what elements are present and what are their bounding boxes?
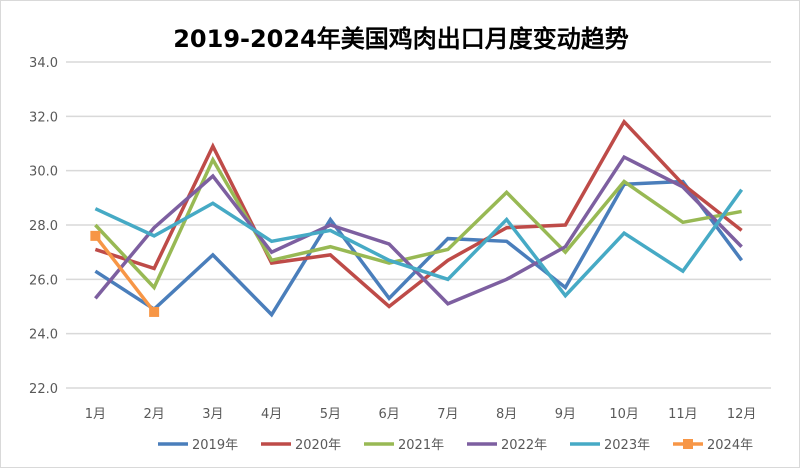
series-line-2021年 <box>94 156 742 291</box>
legend-label: 2019年 <box>192 438 238 453</box>
y-tick-label: 22.0 <box>29 382 58 397</box>
legend-label: 2021年 <box>398 438 444 453</box>
chart-title: 2019-2024年美国鸡肉出口月度变动趋势 <box>173 25 629 53</box>
x-tick-label: 6月 <box>378 407 399 422</box>
legend-label: 2020年 <box>295 438 341 453</box>
x-tick-label: 9月 <box>555 407 576 422</box>
data-point-marker <box>149 306 160 317</box>
series-line-2024年 <box>93 234 156 314</box>
legend-marker <box>683 439 693 449</box>
y-tick-label: 28.0 <box>29 219 58 234</box>
data-point-marker <box>90 230 101 241</box>
series-line-2020年 <box>94 118 743 309</box>
x-tick-label: 11月 <box>668 407 698 422</box>
y-tick-label: 24.0 <box>29 328 58 343</box>
x-tick-label: 8月 <box>496 407 517 422</box>
x-tick-label: 10月 <box>609 407 639 422</box>
legend-label: 2023年 <box>604 438 650 453</box>
x-tick-label: 7月 <box>437 407 458 422</box>
x-tick-label: 4月 <box>261 407 282 422</box>
x-tick-label: 1月 <box>85 407 106 422</box>
y-tick-label: 32.0 <box>29 110 58 125</box>
y-tick-label: 26.0 <box>29 273 58 288</box>
legend-label: 2022年 <box>501 438 547 453</box>
series-line-2022年 <box>94 154 743 306</box>
y-tick-label: 34.0 <box>29 56 58 71</box>
x-tick-label: 12月 <box>727 407 757 422</box>
legend-label: 2024年 <box>707 438 753 453</box>
series-line-2023年 <box>94 188 744 299</box>
x-tick-label: 5月 <box>320 407 341 422</box>
x-tick-label: 2月 <box>143 407 164 422</box>
y-tick-label: 30.0 <box>29 165 58 180</box>
x-tick-label: 3月 <box>202 407 223 422</box>
